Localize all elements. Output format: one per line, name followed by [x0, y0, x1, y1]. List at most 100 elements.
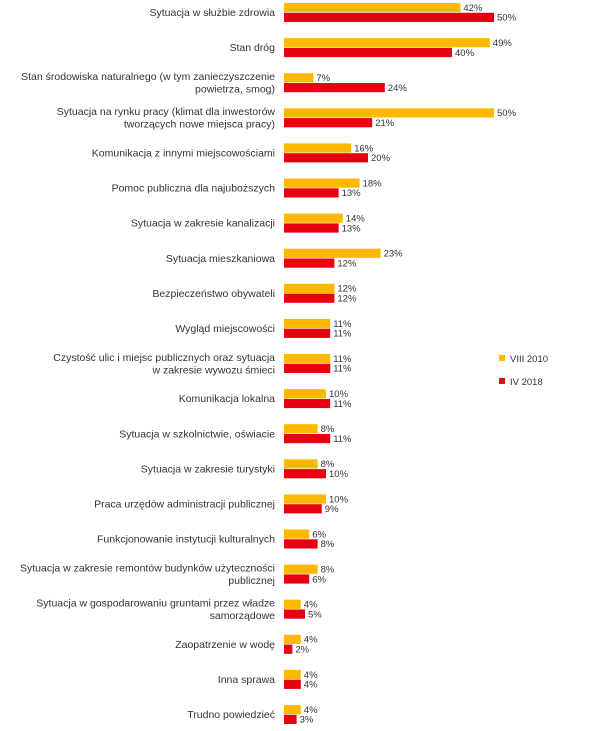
- category-label: Sytuacja w szkolnictwie, oświacie: [119, 428, 275, 440]
- value-labels: 42%50%49%40%7%24%50%21%16%20%18%13%14%13…: [295, 3, 516, 726]
- category-labels: Sytuacja w służbie zdrowia Stan dróg Stan …: [20, 7, 275, 721]
- legend-swatch-series-2: [499, 378, 505, 384]
- bar-series-2: [284, 118, 373, 128]
- value-label-series-1: 10%: [329, 494, 349, 505]
- category-label: Sytuacja w zakresie turystyki: [141, 463, 275, 475]
- value-label-series-2: 20%: [371, 153, 391, 164]
- bar-series-2: [284, 83, 385, 93]
- category-label: Inna sprawa: [218, 674, 275, 686]
- value-label-series-1: 11%: [333, 319, 352, 330]
- category-label: Komunikacja z innymi miejscowościami: [92, 148, 275, 160]
- category-label: Sytuacja mieszkaniowa: [166, 253, 275, 265]
- bar-series-1: [284, 354, 331, 364]
- value-label-series-2: 2%: [295, 645, 309, 656]
- category-label: Sytuacja w służbie zdrowia: [150, 7, 276, 19]
- value-label-series-1: 50%: [497, 108, 517, 119]
- bar-series-1: [284, 213, 343, 223]
- value-label-series-2: 12%: [337, 258, 357, 269]
- bar-series-1: [284, 178, 360, 188]
- bar-series-2: [284, 434, 331, 444]
- bar-series-1: [284, 599, 301, 609]
- value-label-series-1: 11%: [333, 354, 352, 365]
- category-label: Wygląd miejscowości: [175, 323, 275, 335]
- value-label-series-1: 7%: [316, 73, 330, 84]
- bar-series-1: [284, 318, 331, 329]
- category-label: Sytuacja w gospodarowaniu gruntami przez…: [36, 598, 275, 623]
- value-label-series-2: 50%: [497, 13, 517, 24]
- bar-series-1: [284, 634, 301, 644]
- value-label-series-1: 6%: [312, 529, 326, 540]
- bar-series-1: [284, 283, 335, 293]
- bar-series-2: [284, 328, 331, 338]
- bar-series-2: [284, 469, 326, 479]
- value-label-series-1: 8%: [321, 424, 335, 435]
- category-label: Praca urzędów administracji publicznej: [94, 499, 275, 511]
- value-label-series-1: 4%: [304, 635, 318, 646]
- bar-series-2: [284, 398, 331, 409]
- value-label-series-2: 9%: [325, 504, 339, 515]
- value-label-series-2: 11%: [333, 329, 352, 340]
- bar-series-1: [284, 564, 318, 574]
- legend-label-series-1: VIII 2010: [510, 354, 548, 365]
- bar-series-2: [284, 47, 452, 58]
- bar-series-2: [284, 714, 297, 724]
- bar-series-2: [284, 12, 494, 22]
- value-label-series-2: 4%: [304, 680, 318, 691]
- bar-series-2: [284, 539, 318, 549]
- value-label-series-2: 11%: [333, 364, 352, 375]
- bar-series-2: [284, 258, 335, 268]
- bar-series-1: [284, 143, 352, 153]
- category-label: Sytuacja w zakresie kanalizacji: [131, 218, 275, 230]
- category-label: Sytuacja w zakresie remontów budynków uż…: [20, 562, 275, 587]
- category-label: Zaopatrzenie w wodę: [175, 639, 275, 651]
- category-label: Stan środowiska naturalnego (w tym zanie…: [21, 71, 275, 96]
- value-label-series-2: 12%: [337, 294, 357, 305]
- value-label-series-2: 13%: [342, 223, 362, 234]
- category-label: Komunikacja lokalna: [179, 393, 275, 405]
- bar-series-2: [284, 153, 368, 163]
- bar-series-2: [284, 609, 305, 619]
- value-label-series-1: 4%: [304, 600, 318, 611]
- bar-series-1: [284, 73, 314, 83]
- value-label-series-1: 16%: [354, 143, 374, 154]
- value-label-series-2: 3%: [300, 715, 314, 726]
- value-label-series-2: 5%: [308, 609, 322, 620]
- bar-series-2: [284, 363, 331, 373]
- bar-series-1: [284, 529, 310, 539]
- bar-series-2: [284, 644, 293, 654]
- bar-series-1: [284, 389, 326, 399]
- value-label-series-1: 10%: [329, 389, 349, 400]
- value-label-series-1: 8%: [321, 565, 335, 576]
- bar-series-2: [284, 293, 335, 303]
- bar-series-2: [284, 679, 301, 689]
- bar-series-1: [284, 248, 381, 258]
- value-label-series-1: 23%: [384, 249, 404, 260]
- value-label-series-1: 18%: [363, 178, 383, 189]
- value-label-series-2: 11%: [333, 434, 352, 445]
- legend-label-series-2: IV 2018: [510, 377, 543, 388]
- value-label-series-2: 24%: [388, 83, 408, 94]
- bar-series-1: [284, 669, 301, 680]
- value-label-series-1: 42%: [463, 3, 483, 14]
- bar-series-1: [284, 108, 494, 118]
- value-label-series-2: 8%: [321, 539, 335, 550]
- bars: [284, 3, 494, 724]
- bar-series-1: [284, 705, 301, 715]
- category-label: Bezpieczeństwo obywateli: [152, 288, 275, 300]
- value-label-series-1: 4%: [304, 705, 318, 716]
- bar-series-2: [284, 223, 339, 233]
- bar-series-1: [284, 459, 318, 469]
- value-label-series-1: 14%: [346, 214, 366, 225]
- bar-series-1: [284, 494, 326, 504]
- legend: VIII 2010 IV 2018: [499, 354, 548, 388]
- value-label-series-2: 11%: [333, 399, 352, 410]
- value-label-series-1: 4%: [304, 670, 318, 681]
- value-label-series-2: 13%: [342, 188, 362, 199]
- category-label: Sytuacja na rynku pracy (klimat dla inwe…: [57, 106, 276, 131]
- bar-series-1: [284, 424, 318, 434]
- category-label: Czystość ulic i miejsc publicznych oraz …: [53, 352, 275, 377]
- category-label: Pomoc publiczna dla najuboższych: [112, 183, 276, 195]
- value-label-series-1: 8%: [321, 459, 335, 470]
- bar-series-2: [284, 188, 339, 198]
